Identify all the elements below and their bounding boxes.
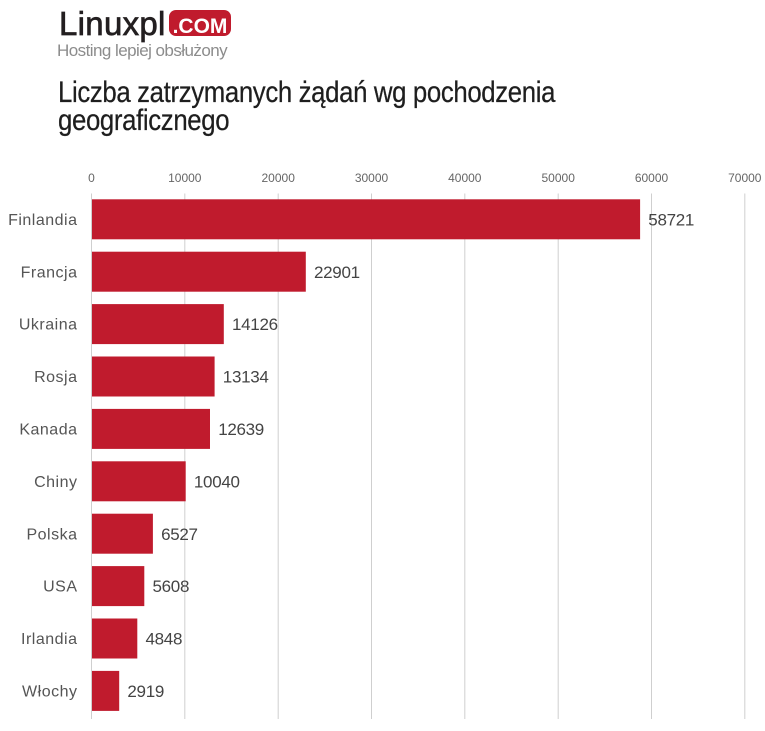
svg-text:6527: 6527 <box>161 525 198 544</box>
svg-text:22901: 22901 <box>314 263 360 282</box>
svg-text:Francja: Francja <box>21 264 78 281</box>
svg-text:Ukraina: Ukraina <box>19 317 78 334</box>
svg-text:10000: 10000 <box>168 171 202 185</box>
svg-text:30000: 30000 <box>355 171 389 185</box>
svg-text:12639: 12639 <box>218 420 264 439</box>
svg-text:13134: 13134 <box>223 368 269 387</box>
svg-text:50000: 50000 <box>542 171 576 185</box>
svg-text:14126: 14126 <box>232 315 278 334</box>
svg-text:60000: 60000 <box>635 171 669 185</box>
svg-text:5608: 5608 <box>153 577 190 596</box>
svg-text:Kanada: Kanada <box>19 422 77 439</box>
svg-text:4848: 4848 <box>146 630 183 649</box>
svg-text:10040: 10040 <box>194 472 240 491</box>
svg-text:Irlandia: Irlandia <box>21 631 77 648</box>
svg-text:Włochy: Włochy <box>22 684 77 701</box>
svg-text:Chiny: Chiny <box>34 474 77 491</box>
svg-text:Rosja: Rosja <box>34 369 77 386</box>
svg-text:58721: 58721 <box>648 210 694 229</box>
svg-text:Polska: Polska <box>26 526 77 543</box>
svg-text:Finlandia: Finlandia <box>8 212 77 229</box>
svg-text:40000: 40000 <box>448 171 482 185</box>
svg-text:0: 0 <box>88 171 95 185</box>
svg-text:USA: USA <box>43 579 77 596</box>
svg-text:70000: 70000 <box>728 171 762 185</box>
svg-text:2919: 2919 <box>127 682 164 701</box>
svg-text:20000: 20000 <box>262 171 296 185</box>
